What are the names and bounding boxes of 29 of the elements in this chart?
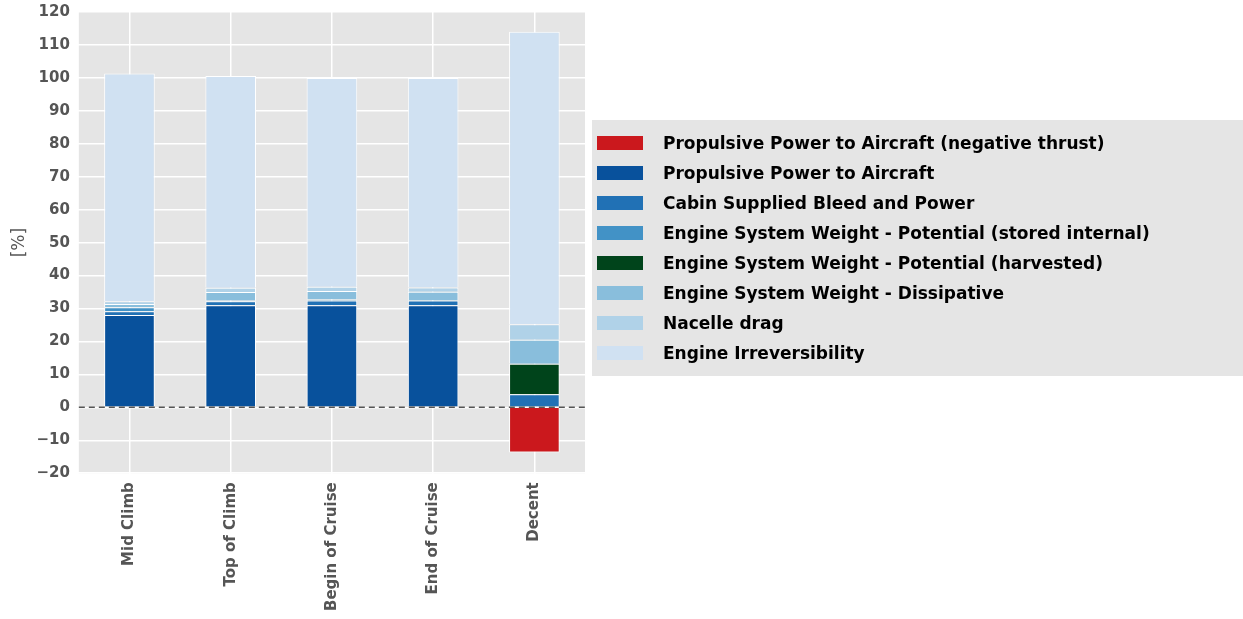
y-tick-label: −10 <box>36 430 70 449</box>
legend-label: Propulsive Power to Aircraft (negative thrust) <box>663 133 1105 153</box>
legend-label: Engine Irreversibility <box>663 343 865 363</box>
y-tick-label: 110 <box>38 34 70 53</box>
y-tick-label: 60 <box>48 199 70 218</box>
x-tick-label: Top of Climb <box>220 481 239 587</box>
legend-label: Propulsive Power to Aircraft <box>663 163 935 183</box>
legend-label: Engine System Weight - Dissipative <box>663 283 1004 303</box>
y-tick-label: −20 <box>36 463 70 482</box>
y-tick-label: 40 <box>48 265 70 284</box>
x-tick-label: Decent <box>524 482 543 542</box>
y-axis-title: [%] <box>7 227 28 258</box>
legend-label: Cabin Supplied Bleed and Power <box>663 193 975 213</box>
y-tick-label: 10 <box>48 364 70 383</box>
legend-label: Engine System Weight - Potential (harvested) <box>663 253 1103 273</box>
y-tick-label: 90 <box>48 100 70 119</box>
x-tick-label: Mid Climb <box>119 481 138 566</box>
legend-label: Nacelle drag <box>663 313 784 333</box>
y-tick-label: 120 <box>38 1 70 20</box>
y-tick-label: 30 <box>48 298 70 317</box>
y-tick-label: 80 <box>48 133 70 152</box>
y-tick-label: 100 <box>38 67 70 86</box>
y-tick-label: 50 <box>48 232 70 251</box>
y-tick-label: 20 <box>48 331 70 350</box>
y-tick-label: 0 <box>59 397 70 416</box>
x-tick-label: Begin of Cruise <box>321 482 340 612</box>
legend-label: Engine System Weight - Potential (stored internal) <box>663 223 1150 243</box>
y-tick-label: 70 <box>48 166 70 185</box>
x-tick-label: End of Cruise <box>423 482 442 595</box>
